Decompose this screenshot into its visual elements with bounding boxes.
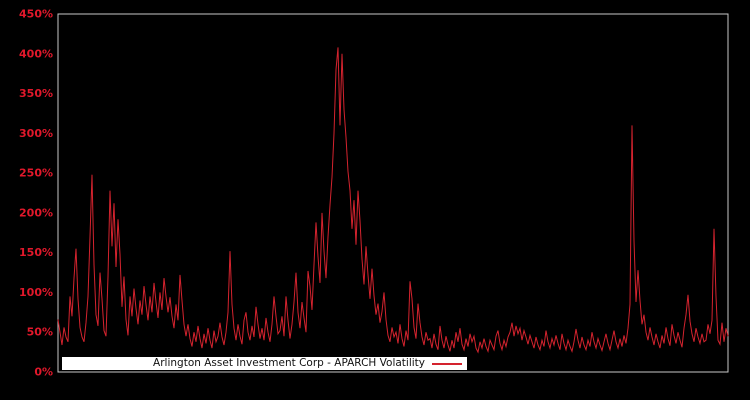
- y-tick-label: 400%: [19, 47, 53, 60]
- y-axis-labels: 0% 50% 100% 150% 200% 250% 300% 350% 400% 450%: [19, 8, 53, 379]
- y-tick-label: 350%: [19, 87, 53, 100]
- legend-line-sample: [432, 362, 462, 365]
- y-tick-label: 0%: [34, 366, 53, 379]
- plot-border: [57, 13, 729, 373]
- legend-label: Arlington Asset Investment Corp - APARCH…: [153, 357, 425, 369]
- y-tick-label: 150%: [19, 246, 53, 259]
- y-tick-label: 250%: [19, 167, 53, 180]
- y-tick-label: 50%: [27, 326, 53, 339]
- y-tick-label: 200%: [19, 206, 53, 219]
- y-tick-label: 300%: [19, 127, 53, 140]
- legend: Arlington Asset Investment Corp - APARCH…: [62, 357, 467, 370]
- y-tick-label: 100%: [19, 286, 53, 299]
- y-tick-label: 450%: [19, 8, 53, 21]
- volatility-line: [57, 47, 729, 354]
